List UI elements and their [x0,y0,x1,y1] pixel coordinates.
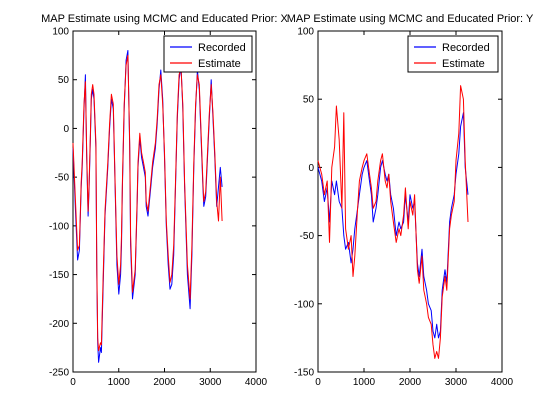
subplot-y-legend-box [407,35,499,73]
subplot-y-ytick-label: 50 [303,95,315,106]
subplot-y-ytick-label: 100 [297,27,314,38]
subplot-x-ytick-label: -150 [49,270,69,281]
subplot-x-legend-estimate-label: Estimate [198,58,241,70]
subplot-y-ytick-label: -100 [294,299,314,310]
subplot-x-ytick-label: 100 [52,27,69,38]
subplot-x: MAP Estimate using MCMC and Educated Pri… [41,13,288,388]
subplot-x-title: MAP Estimate using MCMC and Educated Pri… [41,13,288,25]
subplot-y-ytick-label: -150 [294,368,314,379]
subplot-y: MAP Estimate using MCMC and Educated Pri… [287,13,534,388]
subplot-x-ytick-label: -50 [55,173,70,184]
subplot-x-xtick-label: 2000 [153,377,176,388]
subplot-y-series-estimate-line [317,85,469,359]
subplot-x-ytick-label: -100 [49,221,69,232]
subplot-x-ytick-label: 50 [58,75,70,86]
subplot-x-legend-recorded-label: Recorded [198,42,246,54]
subplot-y-legend-recorded-label: Recorded [442,42,490,54]
subplot-y-ytick-label: -50 [300,231,315,242]
subplot-y-legend: Recorded Estimate [407,35,499,73]
subplot-y-xtick-label: 2000 [399,377,422,388]
subplot-x-xtick-label: 4000 [245,377,268,388]
subplot-x-xtick-label: 3000 [199,377,222,388]
subplot-x-series-estimate-line [72,54,223,352]
subplot-y-title: MAP Estimate using MCMC and Educated Pri… [287,13,534,25]
subplot-x-xtick-label: 0 [70,377,76,388]
subplot-x-ytick-label: -200 [49,319,69,330]
subplot-x-xtick-label: 1000 [108,377,131,388]
subplot-x-axes-frame [72,30,257,373]
subplot-x-series [72,50,223,363]
subplot-y-xtick-label: 0 [315,377,321,388]
subplot-y-xtick-label: 3000 [445,377,468,388]
subplot-y-xtick-label: 1000 [353,377,376,388]
subplot-y-ticks: 0 1000 2000 3000 4000 -150 -100 -50 0 50 100 [294,27,514,389]
subplot-x-ytick-label: 0 [63,124,69,135]
subplot-x-legend: Recorded Estimate [163,35,253,73]
subplot-x-ytick-label: -250 [49,368,69,379]
subplot-y-legend-estimate-label: Estimate [442,58,485,70]
subplot-y-series [317,85,469,359]
subplot-y-ytick-label: 0 [308,163,314,174]
subplot-y-xtick-label: 4000 [491,377,514,388]
subplot-x-legend-box [163,35,253,73]
subplot-x-ticks: 0 1000 2000 3000 4000 -250 -200 -150 -100 -50 0 50 1… [49,27,268,389]
subplot-y-series-recorded-line [317,112,469,339]
